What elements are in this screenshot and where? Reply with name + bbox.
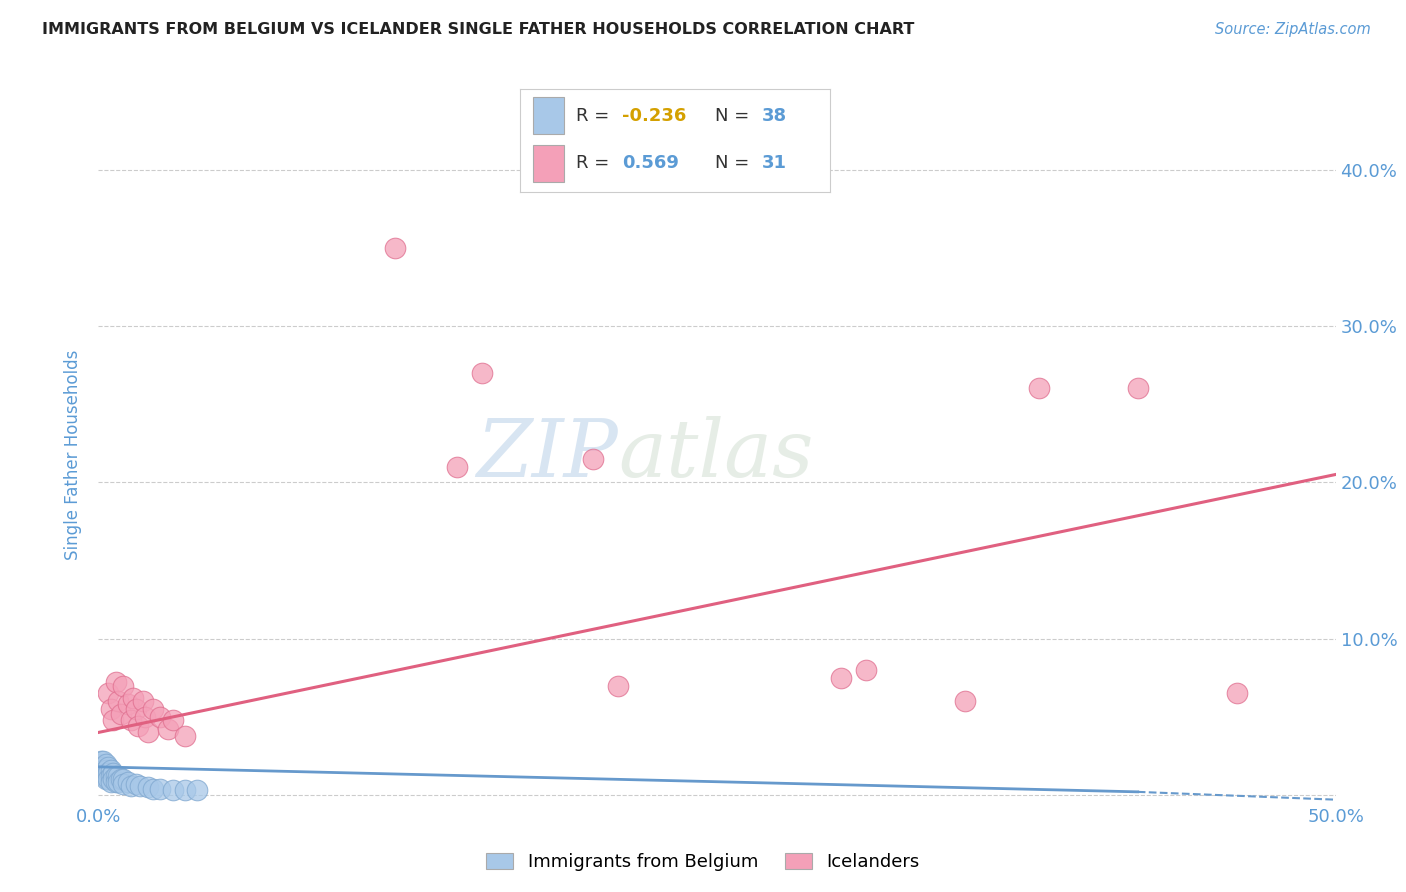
Text: N =: N =: [716, 107, 755, 126]
Text: -0.236: -0.236: [623, 107, 686, 126]
Point: [110, 706, 132, 721]
Point: [103, 766, 125, 780]
Text: IMMIGRANTS FROM BELGIUM VS ICELANDER SINGLE FATHER HOUSEHOLDS CORRELATION CHART: IMMIGRANTS FROM BELGIUM VS ICELANDER SIN…: [42, 22, 914, 37]
Point: [174, 729, 197, 743]
Point: [104, 675, 127, 690]
Point: [100, 763, 122, 777]
Point: [134, 710, 156, 724]
Point: [100, 769, 122, 783]
Text: R =: R =: [576, 154, 620, 172]
Point: [142, 702, 165, 716]
Point: [149, 710, 172, 724]
Point: [1028, 382, 1050, 396]
Point: [186, 783, 208, 797]
Legend: Immigrants from Belgium, Icelanders: Immigrants from Belgium, Icelanders: [479, 846, 927, 879]
Point: [100, 775, 122, 789]
Point: [90, 760, 112, 774]
Point: [136, 725, 159, 739]
Point: [607, 679, 630, 693]
Point: [93, 763, 115, 777]
Point: [112, 777, 135, 791]
Point: [97, 772, 120, 787]
Text: 38: 38: [762, 107, 786, 126]
Point: [953, 694, 976, 708]
Point: [93, 754, 115, 768]
Point: [149, 781, 172, 796]
Point: [162, 713, 184, 727]
Point: [107, 775, 129, 789]
Point: [830, 671, 852, 685]
Point: [174, 783, 197, 797]
Point: [104, 775, 127, 789]
Point: [162, 783, 184, 797]
Point: [97, 766, 120, 780]
Point: [582, 451, 605, 466]
Y-axis label: Single Father Households: Single Father Households: [65, 350, 83, 560]
Point: [156, 723, 179, 737]
Point: [90, 754, 112, 768]
Point: [112, 772, 135, 787]
Text: 31: 31: [762, 154, 786, 172]
Point: [103, 772, 125, 787]
Point: [89, 756, 111, 771]
Point: [107, 769, 129, 783]
Point: [94, 756, 117, 771]
Point: [97, 760, 120, 774]
Point: [94, 772, 117, 787]
Bar: [533, 145, 564, 181]
Point: [93, 767, 115, 781]
Point: [110, 772, 132, 787]
Point: [120, 713, 142, 727]
Point: [103, 713, 125, 727]
Point: [112, 679, 135, 693]
Text: N =: N =: [716, 154, 755, 172]
Text: atlas: atlas: [619, 417, 814, 493]
Point: [120, 779, 142, 793]
Text: R =: R =: [576, 107, 614, 126]
Bar: [533, 97, 564, 135]
Point: [94, 766, 117, 780]
Point: [94, 763, 117, 777]
Point: [471, 366, 494, 380]
Point: [1226, 686, 1249, 700]
Point: [107, 694, 129, 708]
Point: [1126, 382, 1149, 396]
Point: [93, 760, 115, 774]
Point: [127, 719, 149, 733]
Point: [122, 691, 145, 706]
Point: [117, 698, 139, 712]
Text: 0.569: 0.569: [623, 154, 679, 172]
Point: [855, 663, 877, 677]
Point: [100, 702, 122, 716]
Point: [136, 780, 159, 794]
Point: [384, 241, 406, 255]
Point: [117, 775, 139, 789]
Point: [142, 781, 165, 796]
Point: [446, 459, 468, 474]
Point: [124, 702, 146, 716]
Point: [90, 763, 112, 777]
Point: [104, 769, 127, 783]
Text: ZIP: ZIP: [477, 417, 619, 493]
Point: [97, 686, 120, 700]
Point: [90, 766, 112, 780]
Point: [132, 694, 155, 708]
Point: [124, 777, 146, 791]
Point: [129, 779, 152, 793]
Text: Source: ZipAtlas.com: Source: ZipAtlas.com: [1215, 22, 1371, 37]
